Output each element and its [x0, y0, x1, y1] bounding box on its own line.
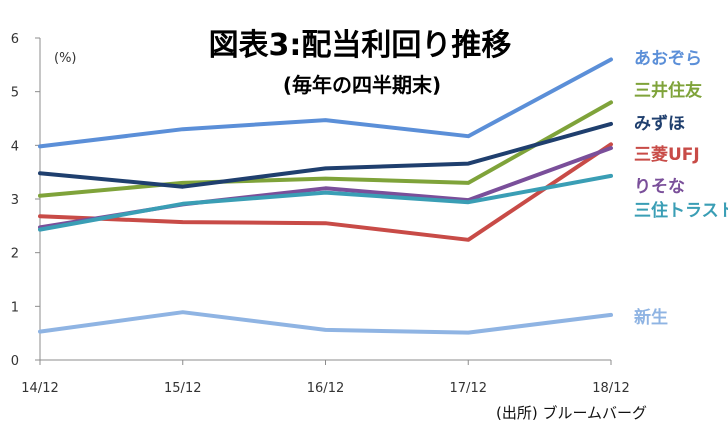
x-tick-label: 17/12: [450, 381, 487, 396]
y-tick-label: 2: [11, 247, 19, 262]
series-label: みずほ: [634, 114, 685, 134]
series-line: [38, 310, 613, 335]
x-tick-label: 18/12: [592, 381, 629, 396]
series-line: [38, 57, 613, 149]
y-tick-label: 1: [11, 300, 19, 315]
series-line: [38, 121, 613, 189]
series-line: [38, 100, 613, 198]
series-label: りそな: [634, 177, 685, 197]
source-note: (出所) ブルームバーグ: [496, 404, 647, 422]
series-label: 三井住友: [634, 80, 702, 101]
y-tick-label: 4: [11, 139, 19, 154]
axes: 0 1 2 3 4 5 6 14/12 15/12 16/12 17/12 18/12: [11, 32, 630, 396]
y-tick-label: 0: [11, 354, 19, 369]
chart-title: 図表3:配当利回り推移: [209, 28, 512, 63]
x-tick-label: 14/12: [21, 381, 58, 396]
series-label: 三住トラスト: [634, 200, 728, 221]
series-line: [38, 142, 613, 242]
x-tick-label: 15/12: [164, 381, 201, 396]
y-tick-label: 3: [11, 193, 19, 208]
series-label: 三菱UFJ: [634, 145, 700, 165]
series-lines: [38, 57, 613, 335]
y-tick-label: 5: [11, 86, 19, 101]
y-tick-label: 6: [11, 32, 19, 47]
series-line: [38, 173, 613, 232]
y-unit-label: (%): [54, 51, 77, 66]
series-label: 新生: [634, 307, 668, 328]
x-tick-label: 16/12: [307, 381, 344, 396]
chart-subtitle: (毎年の四半期末): [283, 73, 441, 97]
series-label: あおぞら: [634, 49, 702, 69]
